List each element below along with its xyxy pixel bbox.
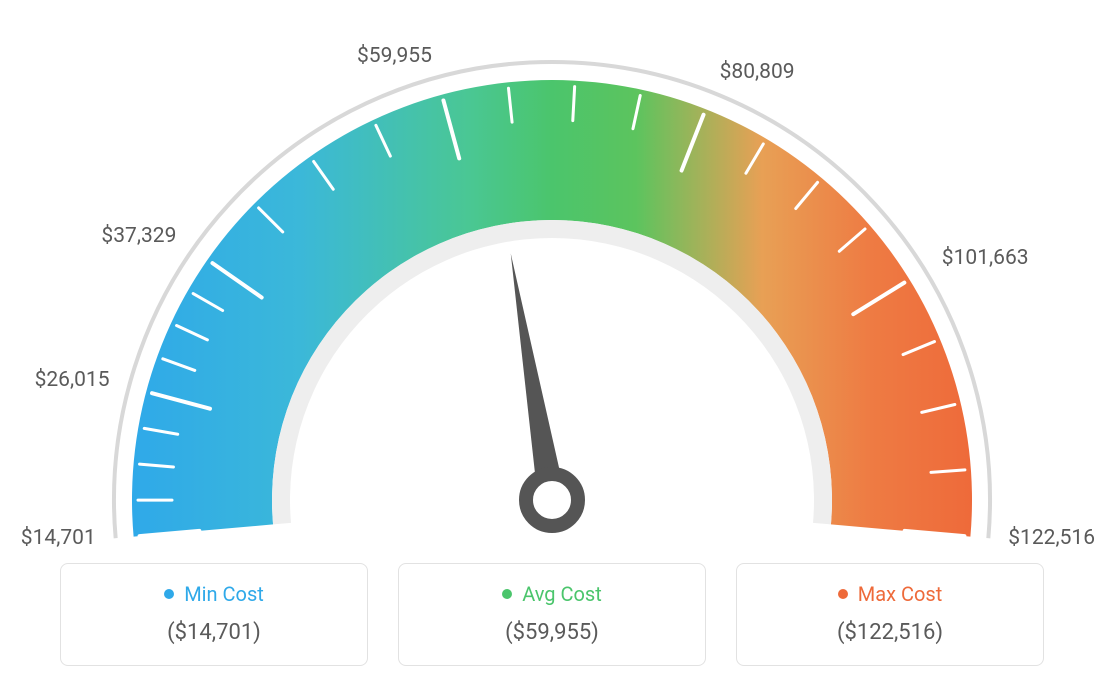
legend-title-text: Avg Cost (522, 582, 602, 606)
gauge-tick-label: $26,015 (35, 368, 110, 392)
legend-title-avg: Avg Cost (502, 582, 602, 606)
gauge-tick-label: $59,955 (357, 44, 432, 68)
legend-card-max: Max Cost ($122,516) (736, 563, 1044, 666)
legend-card-min: Min Cost ($14,701) (60, 563, 368, 666)
dot-icon (838, 589, 848, 599)
gauge-needle (511, 253, 566, 502)
gauge-area: $14,701$26,015$37,329$59,955$80,809$101,… (0, 0, 1104, 540)
gauge-tick-label: $80,809 (720, 60, 795, 84)
legend-title-min: Min Cost (164, 582, 264, 606)
legend-value-min: ($14,701) (71, 620, 357, 645)
legend-card-avg: Avg Cost ($59,955) (398, 563, 706, 666)
gauge-tick-label: $37,329 (101, 224, 176, 248)
gauge-needle-hub (526, 474, 578, 526)
legend-value-avg: ($59,955) (409, 620, 695, 645)
legend-value-max: ($122,516) (747, 620, 1033, 645)
gauge-tick-label: $14,701 (21, 526, 96, 550)
cost-gauge-chart: $14,701 $26,015 $37,329 $59,955 $80,809 $101,… (0, 0, 1104, 690)
dot-icon (164, 589, 174, 599)
gauge-tick-label: $122,516 (1008, 526, 1095, 550)
legend-title-text: Max Cost (858, 582, 943, 606)
gauge-tick (573, 87, 575, 121)
legend-title-max: Max Cost (838, 582, 943, 606)
gauge-tick-label: $101,663 (942, 246, 1029, 270)
dot-icon (502, 589, 512, 599)
legend-row: Min Cost ($14,701) Avg Cost ($59,955) Ma… (60, 563, 1044, 666)
legend-title-text: Min Cost (184, 582, 264, 606)
gauge-svg (0, 0, 1104, 540)
